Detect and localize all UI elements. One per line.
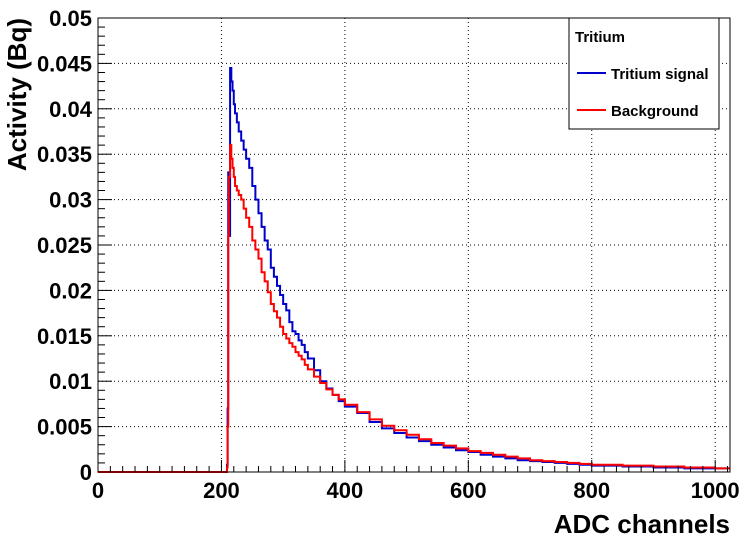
series-group [98,66,730,473]
series-line-background [98,144,730,473]
x-tick-label-4: 800 [573,478,610,503]
y-tick-label-10: 0.05 [49,6,92,31]
legend-label-background: Background [611,103,699,120]
y-tick-label-5: 0.025 [37,233,92,258]
x-tick-label-5: 1000 [691,478,740,503]
y-axis-title: Activity (Bq) [2,18,32,171]
x-axis-title: ADC channels [554,509,730,539]
grid-lines [98,18,730,472]
x-tick-label-3: 600 [450,478,487,503]
y-tick-label-9: 0.045 [37,51,92,76]
legend-title: Tritium [575,29,625,46]
axis-ticks [97,17,729,473]
legend: Tritium Tritium signal Background [568,17,720,130]
y-tick-label-6: 0.03 [49,188,92,213]
series-line-tritium-signal [98,66,730,473]
y-tick-label-0: 0 [80,460,92,485]
y-tick-label-3: 0.015 [37,324,92,349]
y-tick-label-8: 0.04 [49,97,93,122]
y-tick-label-7: 0.035 [37,142,92,167]
x-tick-labels: 0 200 400 600 800 1000 [92,478,740,503]
x-tick-label-0: 0 [92,478,104,503]
y-tick-labels: 0 0.005 0.01 0.015 0.02 0.025 0.03 0.035 0.04 0.0… [37,6,93,485]
legend-label-tritium-signal: Tritium signal [611,66,709,83]
y-tick-label-4: 0.02 [49,278,92,303]
y-tick-label-2: 0.01 [49,369,92,394]
x-tick-label-2: 400 [327,478,364,503]
x-tick-label-1: 200 [203,478,240,503]
y-tick-label-1: 0.005 [37,415,92,440]
